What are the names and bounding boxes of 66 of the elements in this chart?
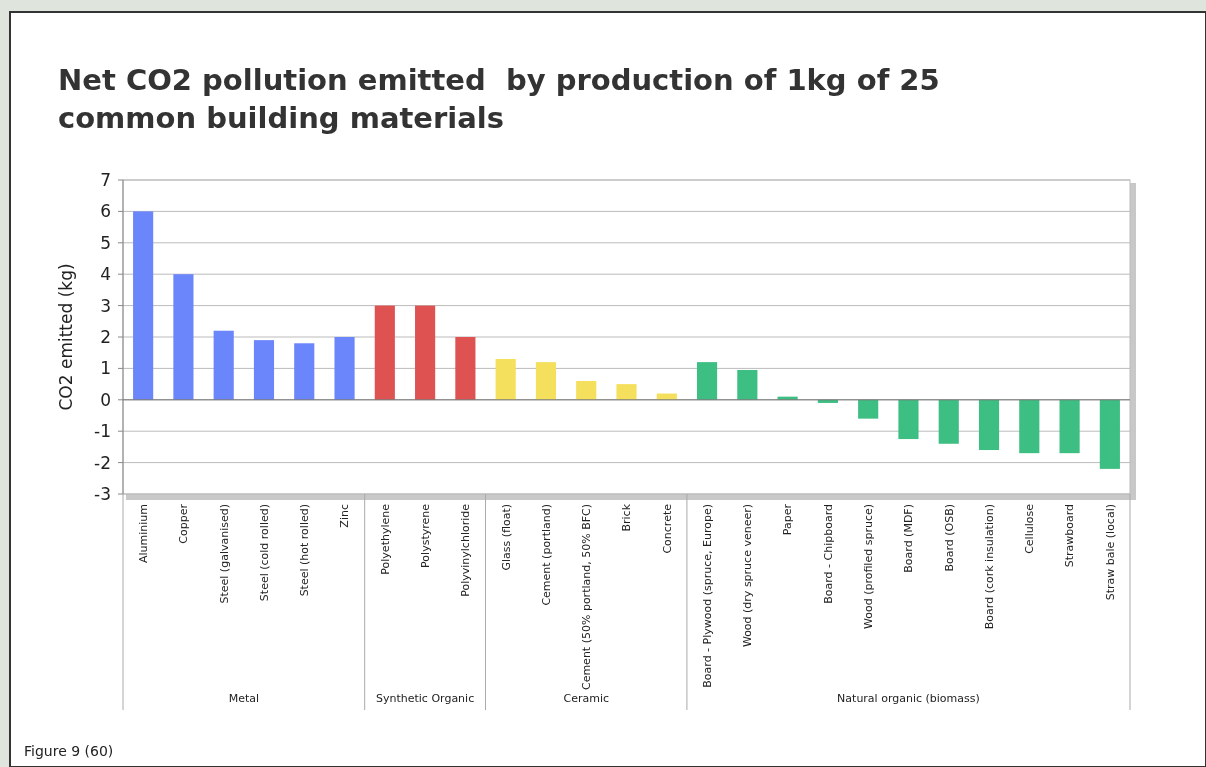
bar [535,362,557,400]
bar [173,274,194,400]
x-tick-label: Zinc [338,504,352,528]
y-tick-label: 3 [100,295,111,316]
y-tick-label: -1 [94,421,111,442]
y-tick-label: 0 [100,389,111,410]
bar [978,399,1000,451]
x-tick-label: Board (OSB) [942,504,956,572]
bar [898,399,919,440]
text: Metal [228,692,260,705]
y-tick-label: -2 [94,452,111,473]
bar [294,343,315,400]
bar [1019,399,1040,454]
bar [253,340,275,400]
text: Natural organic (biomass) [837,692,980,705]
bar [133,211,154,400]
bar [817,399,838,403]
bar [334,337,355,400]
bar [576,380,597,400]
x-tick-label: Concrete [660,503,674,554]
x-tick-label: Straw bale (local) [1103,504,1117,601]
chart-title: Net CO2 pollution emitted by production of 1kg of 25 common building materials [58,63,940,135]
y-tick-label: 7 [100,169,111,190]
y-tick-label: 1 [100,358,111,379]
bar [737,369,758,400]
x-tick-label: Glass (float) [499,504,513,571]
x-tick-label: Board (cork insulation) [982,504,996,630]
x-tick-label: Polyvinylchloride [459,503,473,597]
x-tick-label: Paper [781,503,795,536]
x-tick-label: Polyethylene [378,503,392,575]
bar [374,305,395,400]
x-tick-label: Brick [620,503,634,532]
x-tick-label: Cement (50% portland, 50% BFC) [580,504,594,691]
bar [1059,399,1080,454]
y-axis-title: CO2 emitted (kg) [56,263,76,411]
x-tick-label: Cellulose [1023,503,1037,554]
x-tick-label: Steel (cold rolled) [257,504,271,602]
bar [616,384,637,400]
caption: Figure 9 (60) [24,743,114,759]
x-tick-label: Board (MDF) [902,504,916,573]
y-tick-label: 5 [100,232,111,253]
text: Synthetic Organic [375,692,475,705]
y-tick-label: 2 [100,326,111,347]
bar [495,358,516,400]
text: Ceramic [563,692,609,705]
bar [455,337,476,400]
bar [696,362,718,400]
y-tick-label: 6 [100,201,111,222]
bar [1099,399,1120,469]
x-tick-label: Wood (dry spruce veneer) [741,504,755,648]
x-tick-label: Cement (portland) [539,504,553,606]
y-tick-label: -3 [94,483,111,504]
x-tick-label: Copper [177,503,191,544]
x-tick-label: Wood (profiled spruce) [862,504,876,630]
x-tick-label: Steel (hot rolled) [298,504,312,597]
bar [415,305,436,400]
x-tick-label: Aluminium [136,504,150,564]
x-tick-label: Board - Chipboard [821,504,835,604]
x-tick-label: Board - Plywood (spruce, Europe) [700,504,714,688]
bar [938,399,959,444]
bar [858,399,879,419]
y-tick-label: 4 [100,264,111,285]
x-tick-label: Polystyrene [418,503,432,568]
bar [213,330,234,400]
x-tick-label: Steel (galvanised) [217,504,231,604]
x-tick-label: Strawboard [1063,504,1077,568]
